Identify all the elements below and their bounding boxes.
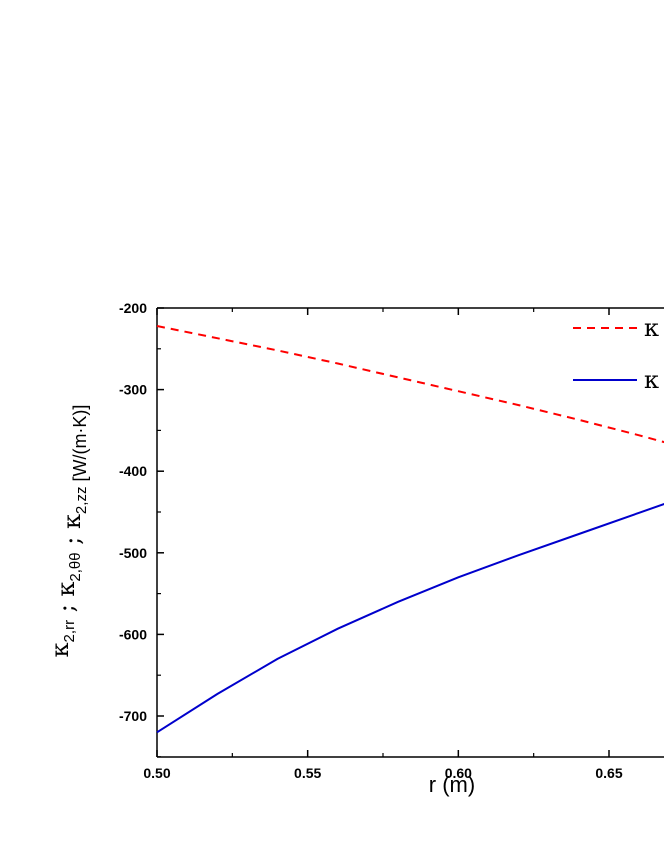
y-tick-label: -300: [119, 382, 147, 398]
series-line-1: [156, 325, 664, 444]
series-line-2: [156, 503, 664, 734]
x-axis-title: r (m): [429, 772, 475, 797]
plot-area: [156, 307, 664, 758]
x-tick-label: 0.65: [595, 765, 622, 781]
y-tick-label: -400: [119, 463, 147, 479]
x-tick-label: 0.55: [294, 765, 321, 781]
y-axis: -200 -300 -400 -500 -600 -700: [119, 300, 164, 758]
x-tick-label: 0.60: [445, 765, 472, 781]
y-tick-label: -700: [119, 708, 147, 724]
y-axis-title: κ2,rr ; κ2,θθ ; κ2,zz [W/(m·K)]: [46, 405, 90, 658]
y-tick-label: -500: [119, 545, 147, 561]
x-axis: 0.50 0.55 0.60 0.65: [143, 308, 623, 781]
series-group: [156, 325, 664, 734]
y-tick-label: -600: [119, 626, 147, 642]
legend-label-2: κ: [644, 366, 659, 394]
legend: κκ: [573, 314, 659, 394]
x-tick-label: 0.50: [143, 765, 170, 781]
y-tick-label: -200: [119, 300, 147, 316]
legend-label-1: κ: [644, 314, 659, 342]
